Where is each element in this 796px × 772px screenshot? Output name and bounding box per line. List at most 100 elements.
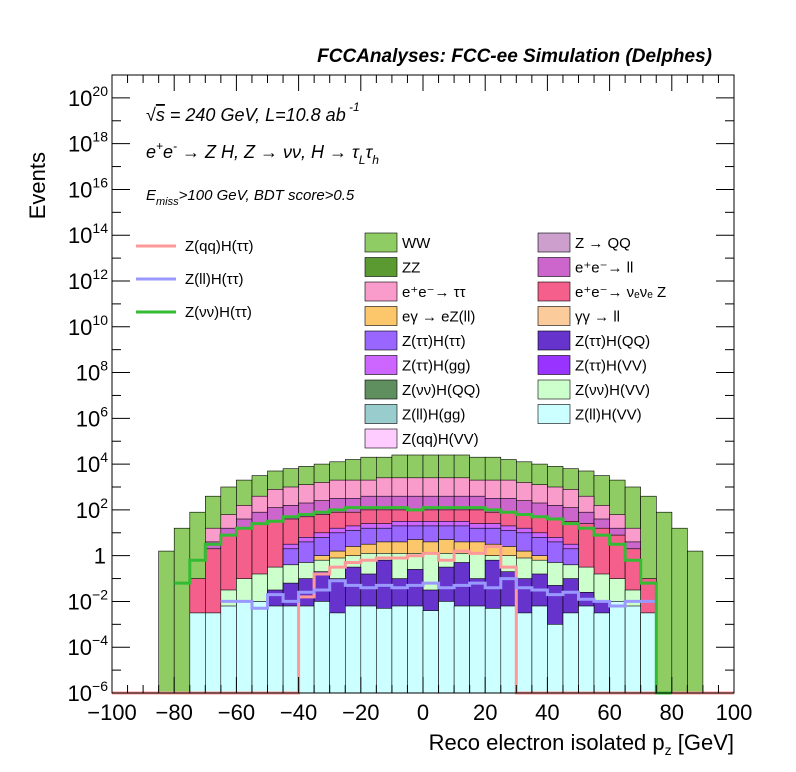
bar-z-ll-h-vv (267, 605, 284, 694)
y-tick-label: 1012 (68, 266, 108, 294)
legend-label-z-h: Z(νν)H(ττ) (185, 304, 252, 321)
bar-z-ll-h-vv (344, 605, 362, 694)
y-tick-label: 1016 (68, 174, 108, 202)
x-tick-label: 40 (535, 700, 559, 725)
legend-label-e-e: e⁺e⁻→ ττ (402, 284, 466, 301)
x-tick-label: 60 (597, 700, 621, 725)
bar-z-ll-h-vv (205, 612, 222, 694)
legend-swatch-e-e-z (537, 281, 571, 302)
bar-z-ll-h-vv (391, 605, 408, 694)
y-tick-label: 108 (76, 358, 108, 386)
legend-label-z-ll-h-gg: Z(ll)H(gg) (402, 407, 465, 424)
legend-swatch-z-h-gg (364, 355, 398, 375)
legend-swatch-e-ez-ll (364, 306, 398, 326)
bar-z-ll-h-vv (251, 601, 268, 694)
stacked-histogram (158, 454, 704, 694)
x-tick-label: 20 (473, 700, 497, 725)
x-tick-label: −80 (156, 700, 193, 725)
x-axis-label-main: Reco electron isolated p (429, 730, 665, 755)
legend-label-zz: ZZ (402, 260, 420, 277)
annotation-energy: √s = 240 GeV, L=10.8 ab -1 (146, 100, 360, 125)
signal-legend: Z(qq)H(ττ) Z(ll)H(ττ) Z(νν)H(ττ) (136, 238, 254, 321)
legend-label-ww: WW (402, 235, 431, 252)
y-tick-label: 104 (76, 449, 108, 477)
layer-z-ll-h-vv (189, 601, 657, 694)
bar-ww (671, 527, 688, 694)
legend-label-z-ll-h-vv: Z(ll)H(VV) (575, 407, 642, 424)
bar-ww (158, 550, 175, 694)
bar-z-ll-h-vv (515, 612, 533, 694)
x-tick-label: 80 (660, 700, 684, 725)
legend-label-z-h-qq: Z(νν)H(QQ) (402, 382, 480, 399)
bar-z-ll-h-vv (236, 601, 253, 694)
y-tick-label: 10−6 (68, 678, 109, 706)
y-tick-label: 1014 (68, 220, 108, 248)
bar-z-ll-h-vv (624, 605, 641, 694)
bar-z-ll-h-vv (578, 605, 595, 694)
y-axis-ticks: 1020 1018 1016 1014 1012 1010 108 106 104 102 1 10−… (68, 74, 734, 706)
legend-swatch-e-e (364, 281, 398, 302)
legend-swatch-z-ll-h-vv (537, 404, 571, 424)
bar-z-ll-h-vv (438, 601, 455, 694)
x-tick-label: −60 (218, 700, 255, 725)
bar-z-ll-h-vv (407, 605, 424, 694)
legend-label-z-h-vv: Z(ττ)H(VV) (575, 358, 647, 375)
x-tick-label: −40 (280, 700, 317, 725)
bar-z-ll-h-vv (593, 612, 610, 694)
bar-z-ll-h-vv (189, 612, 206, 694)
legend-swatch-ll (537, 306, 571, 326)
annotation-cuts: Emiss>100 GeV, BDT score>0.5 (146, 187, 355, 208)
x-axis-label: Reco electron isolated pz [GeV] (429, 730, 734, 758)
bar-z-ll-h-vv (422, 610, 439, 694)
bar-ww (173, 527, 191, 694)
bar-z-ll-h-vv (562, 612, 579, 694)
y-tick-label: 1018 (68, 129, 108, 157)
signal-curves (112, 506, 734, 695)
legend-swatch-zz (364, 257, 398, 277)
x-tick-label: 100 (716, 700, 753, 725)
bar-z-ll-h-vv (531, 605, 548, 694)
legend-swatch-e-e-ll (537, 257, 571, 277)
bar-z-ll-h-vv (453, 605, 470, 694)
legend-label-z-qq-h-vv: Z(qq)H(VV) (402, 431, 479, 448)
line-z-ll-h (220, 577, 657, 610)
bar-z-ll-h-vv (640, 612, 657, 694)
x-axis-label-unit: [GeV] (672, 730, 734, 755)
y-tick-label: 10−4 (68, 632, 109, 660)
legend-swatch-z-h-qq (364, 379, 398, 400)
y-tick-label: 1010 (68, 312, 108, 340)
legend-label-z-h-vv: Z(νν)H(VV) (575, 382, 650, 399)
bar-ww (655, 511, 673, 694)
x-tick-label: −100 (87, 700, 137, 725)
bar-z-ll-h-vv (360, 605, 377, 694)
y-tick-label: 10−2 (68, 586, 109, 614)
bar-z-ll-h-vv (282, 605, 300, 694)
y-tick-label: 106 (76, 403, 108, 431)
annotation-block: √s = 240 GeV, L=10.8 ab -1 e+e- → Z H, Z… (146, 100, 379, 208)
bar-z-ll-h-vv (609, 601, 626, 694)
legend-label-z-ll-h: Z(ll)H(ττ) (185, 271, 244, 288)
chart-title: FCCAnalyses: FCC-ee Simulation (Delphes) (317, 46, 712, 67)
legend-label-z-qq-h: Z(qq)H(ττ) (185, 238, 254, 255)
legend-label-e-e-ll: e⁺e⁻→ ll (575, 260, 633, 277)
legend-label-e-ez-ll: eγ → eZ(ll) (402, 309, 475, 326)
bar-z-ll-h-vv (298, 605, 315, 694)
legend-swatch-z-qq (537, 232, 571, 253)
x-axis-label-sub: z (665, 742, 672, 758)
bar-z-ll-h-vv (375, 607, 393, 694)
legend-label-z-h: Z(ττ)H(ττ) (402, 333, 466, 350)
annotation-process: e+e- → Z H, Z → νν, H → τLτh (146, 139, 379, 167)
bar-z-ll-h-vv (313, 601, 331, 694)
y-tick-label: 1020 (68, 83, 108, 111)
x-tick-label: −20 (342, 700, 379, 725)
line-z-h (174, 506, 672, 695)
legend-label-z-h-qq: Z(ττ)H(QQ) (575, 333, 650, 350)
y-tick-label: 1 (94, 544, 106, 569)
bar-z-ll-h-vv (329, 612, 346, 694)
bar-z-ll-h-vv (547, 623, 564, 694)
stack-legend: WW Z → QQ ZZ e⁺e⁻→ ll e⁺e⁻→ ττ e⁺e⁻→ νₑνₑ Z eγ… (364, 232, 666, 449)
legend-label-e-e-z: e⁺e⁻→ νₑνₑ Z (575, 284, 666, 301)
legend-label-z-qq: Z → QQ (575, 235, 631, 252)
legend-swatch-z-h-vv (537, 355, 571, 375)
